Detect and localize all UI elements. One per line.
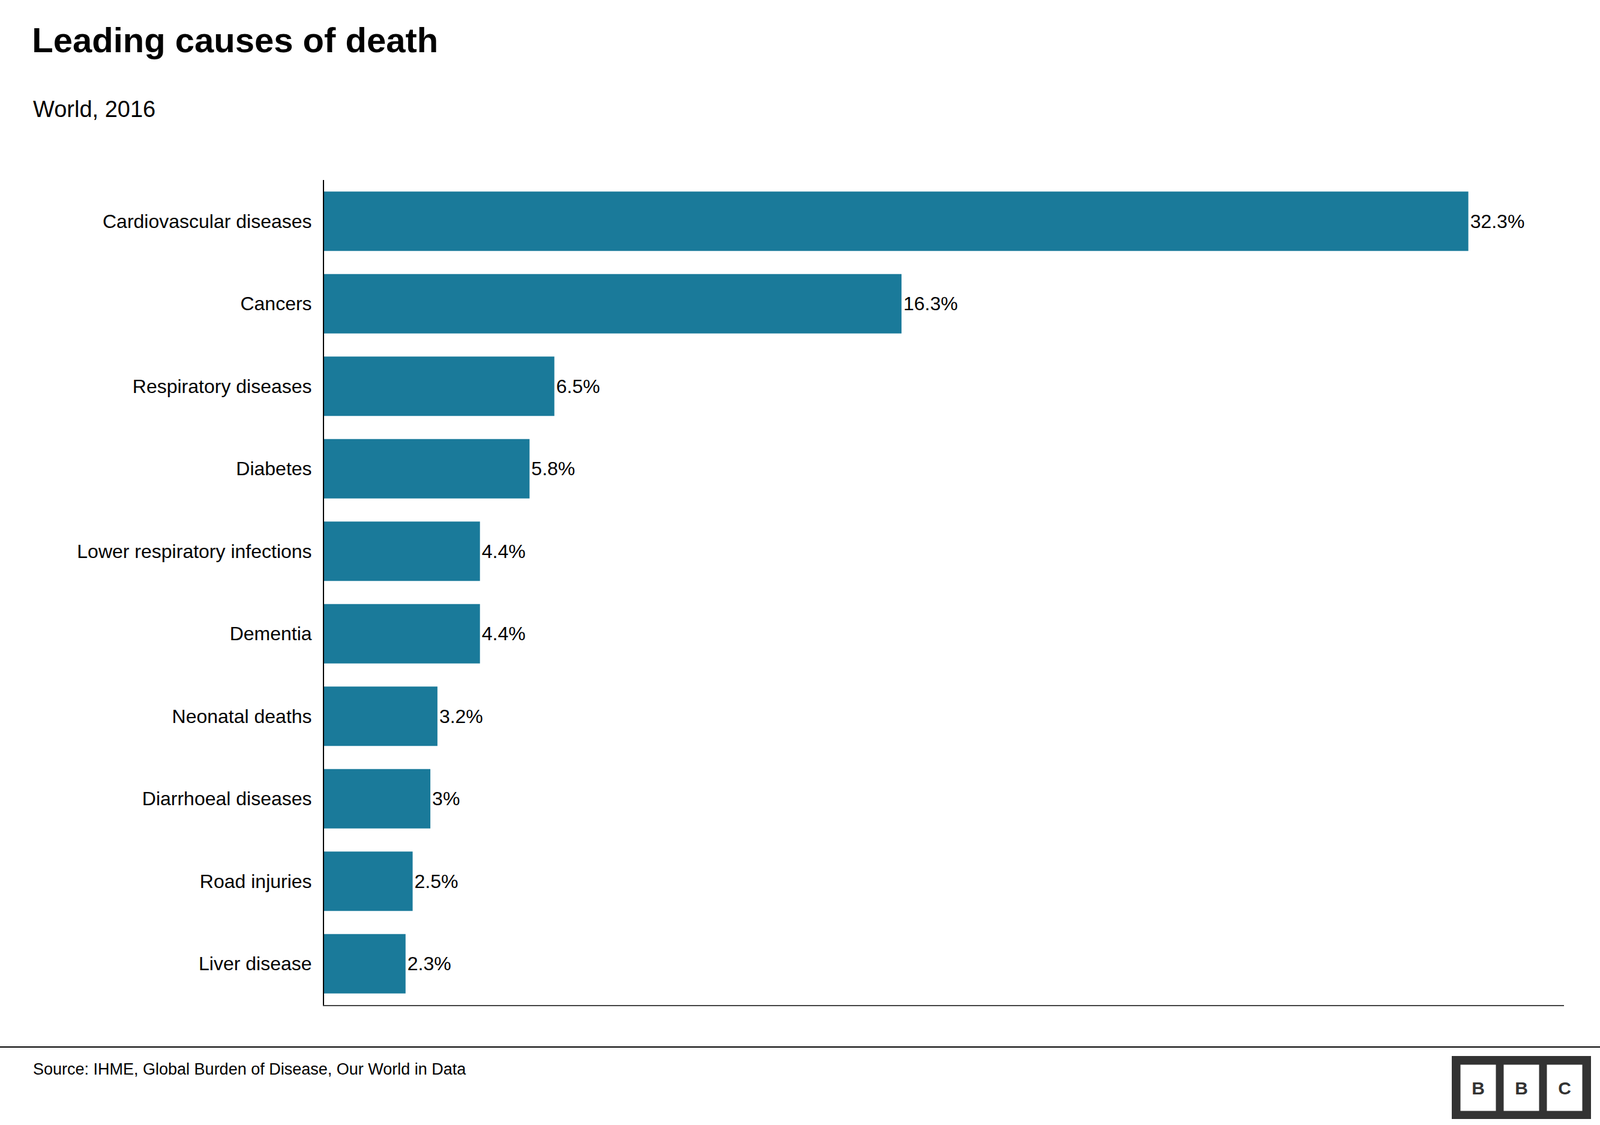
svg-text:Neonatal deaths: Neonatal deaths	[172, 705, 313, 728]
svg-text:Dementia: Dementia	[229, 622, 313, 645]
svg-text:4.4%: 4.4%	[481, 622, 526, 645]
svg-text:2.5%: 2.5%	[414, 870, 459, 893]
svg-text:Lower respiratory infections: Lower respiratory infections	[76, 540, 312, 563]
svg-text:32.3%: 32.3%	[1470, 210, 1525, 233]
svg-text:16.3%: 16.3%	[903, 292, 958, 315]
svg-text:Source: IHME, Global Burden of: Source: IHME, Global Burden of Disease, …	[33, 1060, 467, 1079]
svg-text:2.3%: 2.3%	[407, 953, 452, 975]
svg-text:B: B	[1471, 1078, 1485, 1099]
svg-text:Diabetes: Diabetes	[235, 457, 312, 480]
svg-text:Diarrhoeal diseases: Diarrhoeal diseases	[142, 787, 313, 810]
svg-text:5.8%: 5.8%	[531, 457, 575, 480]
svg-text:6.5%: 6.5%	[556, 375, 601, 398]
svg-text:World, 2016: World, 2016	[33, 96, 156, 122]
svg-text:Liver disease: Liver disease	[198, 953, 313, 975]
svg-text:Respiratory diseases: Respiratory diseases	[132, 375, 313, 398]
svg-text:Cardiovascular diseases: Cardiovascular diseases	[102, 210, 313, 233]
svg-text:3.2%: 3.2%	[439, 705, 484, 728]
svg-text:Cancers: Cancers	[240, 292, 312, 315]
svg-text:4.4%: 4.4%	[481, 540, 526, 563]
svg-text:B: B	[1514, 1078, 1528, 1099]
svg-text:3%: 3%	[432, 787, 460, 810]
svg-text:Road injuries: Road injuries	[199, 870, 313, 893]
svg-text:C: C	[1557, 1078, 1572, 1099]
svg-text:Leading causes of death: Leading causes of death	[31, 20, 439, 60]
